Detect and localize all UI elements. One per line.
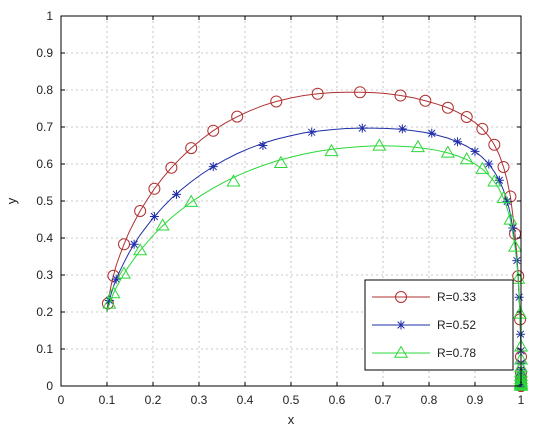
x-tick-label: 0.1: [99, 393, 116, 407]
data-point-marker: [324, 143, 339, 157]
y-tick-label: 0.7: [36, 120, 53, 134]
data-point-marker: [307, 127, 317, 137]
data-point-marker: [133, 243, 148, 256]
data-point-marker: [171, 189, 181, 199]
data-point-marker: [311, 87, 324, 100]
grid-lines: [61, 16, 521, 386]
data-point-marker: [129, 239, 139, 249]
data-point-marker: [507, 239, 523, 252]
data-point-marker: [258, 141, 268, 150]
y-axis-label: y: [4, 197, 19, 204]
tick-marks: [60, 15, 522, 387]
y-tick-label: 0.2: [36, 305, 53, 319]
data-point-marker: [475, 161, 490, 174]
data-point-marker: [494, 175, 504, 185]
y-tick-label: 0.5: [36, 194, 53, 208]
x-tick-label: 0: [58, 393, 65, 407]
data-point-marker: [427, 128, 437, 138]
data-point-marker: [487, 174, 502, 187]
data-point-marker: [513, 306, 528, 319]
data-point-marker: [208, 162, 218, 172]
data-point-marker: [441, 101, 454, 114]
data-point-marker: [185, 142, 198, 155]
data-point-marker: [102, 296, 117, 309]
data-point-marker: [357, 123, 367, 133]
legend-marker: [393, 345, 409, 358]
x-tick-label: 0.3: [191, 393, 208, 407]
x-tick-label: 0.8: [421, 393, 438, 407]
data-point-marker: [419, 94, 432, 107]
legend-item: R=0.33: [372, 290, 476, 304]
y-tick-label: 0.8: [36, 83, 53, 97]
data-point-marker: [118, 238, 131, 251]
y-tick-label: 0.6: [36, 157, 53, 171]
data-point-marker: [148, 182, 161, 195]
data-point-marker: [496, 190, 511, 204]
data-point-marker: [440, 145, 455, 158]
data-point-marker: [460, 111, 473, 124]
x-axis-label: x: [288, 412, 295, 427]
legend-marker: [395, 291, 407, 303]
y-tick-label: 0.9: [36, 46, 53, 60]
x-tick-label: 1: [518, 393, 525, 407]
data-point-marker: [134, 204, 147, 217]
y-tick-label: 1: [46, 9, 53, 23]
data-point-marker: [165, 161, 178, 174]
legend-label: R=0.52: [437, 318, 476, 332]
data-point-marker: [207, 124, 220, 137]
data-point-marker: [502, 196, 512, 206]
data-point-marker: [513, 375, 529, 388]
data-point-marker: [394, 89, 407, 102]
data-point-marker: [459, 152, 474, 165]
x-tick-label: 0.5: [283, 393, 300, 407]
data-point-marker: [116, 266, 132, 279]
data-point-marker: [104, 296, 114, 306]
data-point-marker: [184, 194, 199, 207]
data-point-marker: [488, 138, 501, 151]
data-point-marker: [273, 155, 288, 168]
x-tick-label: 0.9: [467, 393, 484, 407]
data-point-marker: [513, 378, 529, 391]
legend-item: R=0.52: [372, 318, 476, 332]
legend-item: R=0.78: [372, 345, 476, 360]
data-point-marker: [470, 146, 480, 156]
y-tick-labels: 0 0.1 0.2 0.3 0.4 0.5 0.6 0.7 0.8 0.9 1: [36, 9, 53, 393]
data-point-marker: [149, 212, 159, 222]
data-point-marker: [397, 124, 407, 134]
data-point-marker: [111, 274, 121, 284]
legend-label: R=0.33: [437, 290, 476, 304]
x-tick-labels: 0 0.1 0.2 0.3 0.4 0.5 0.6 0.7 0.8 0.9 1: [58, 393, 525, 407]
legend: R=0.33 R=0.52 R=0.78: [364, 279, 514, 371]
data-point-marker: [410, 139, 425, 153]
data-point-marker: [508, 223, 518, 233]
x-tick-label: 0.6: [329, 393, 346, 407]
data-point-marker: [231, 110, 244, 123]
data-point-marker: [503, 212, 518, 225]
data-point-marker: [453, 137, 463, 147]
data-point-marker: [497, 160, 510, 173]
data-point-marker: [354, 86, 366, 99]
x-tick-label: 0.4: [237, 393, 254, 407]
data-point-marker: [155, 218, 170, 231]
data-point-marker: [226, 174, 241, 187]
data-point-marker: [476, 122, 489, 135]
x-tick-label: 0.2: [145, 393, 162, 407]
legend-marker: [396, 320, 406, 330]
x-tick-label: 0.7: [375, 393, 392, 407]
legend-label: R=0.78: [437, 346, 476, 360]
data-point-marker: [270, 95, 283, 108]
data-point-marker: [484, 159, 494, 169]
y-tick-label: 0.4: [36, 231, 53, 245]
y-tick-label: 0: [46, 379, 53, 393]
y-tick-label: 0.1: [36, 342, 53, 356]
data-point-marker: [106, 285, 121, 299]
data-point-marker: [372, 138, 387, 151]
data-point-marker: [504, 190, 517, 203]
y-tick-label: 0.3: [36, 268, 53, 282]
